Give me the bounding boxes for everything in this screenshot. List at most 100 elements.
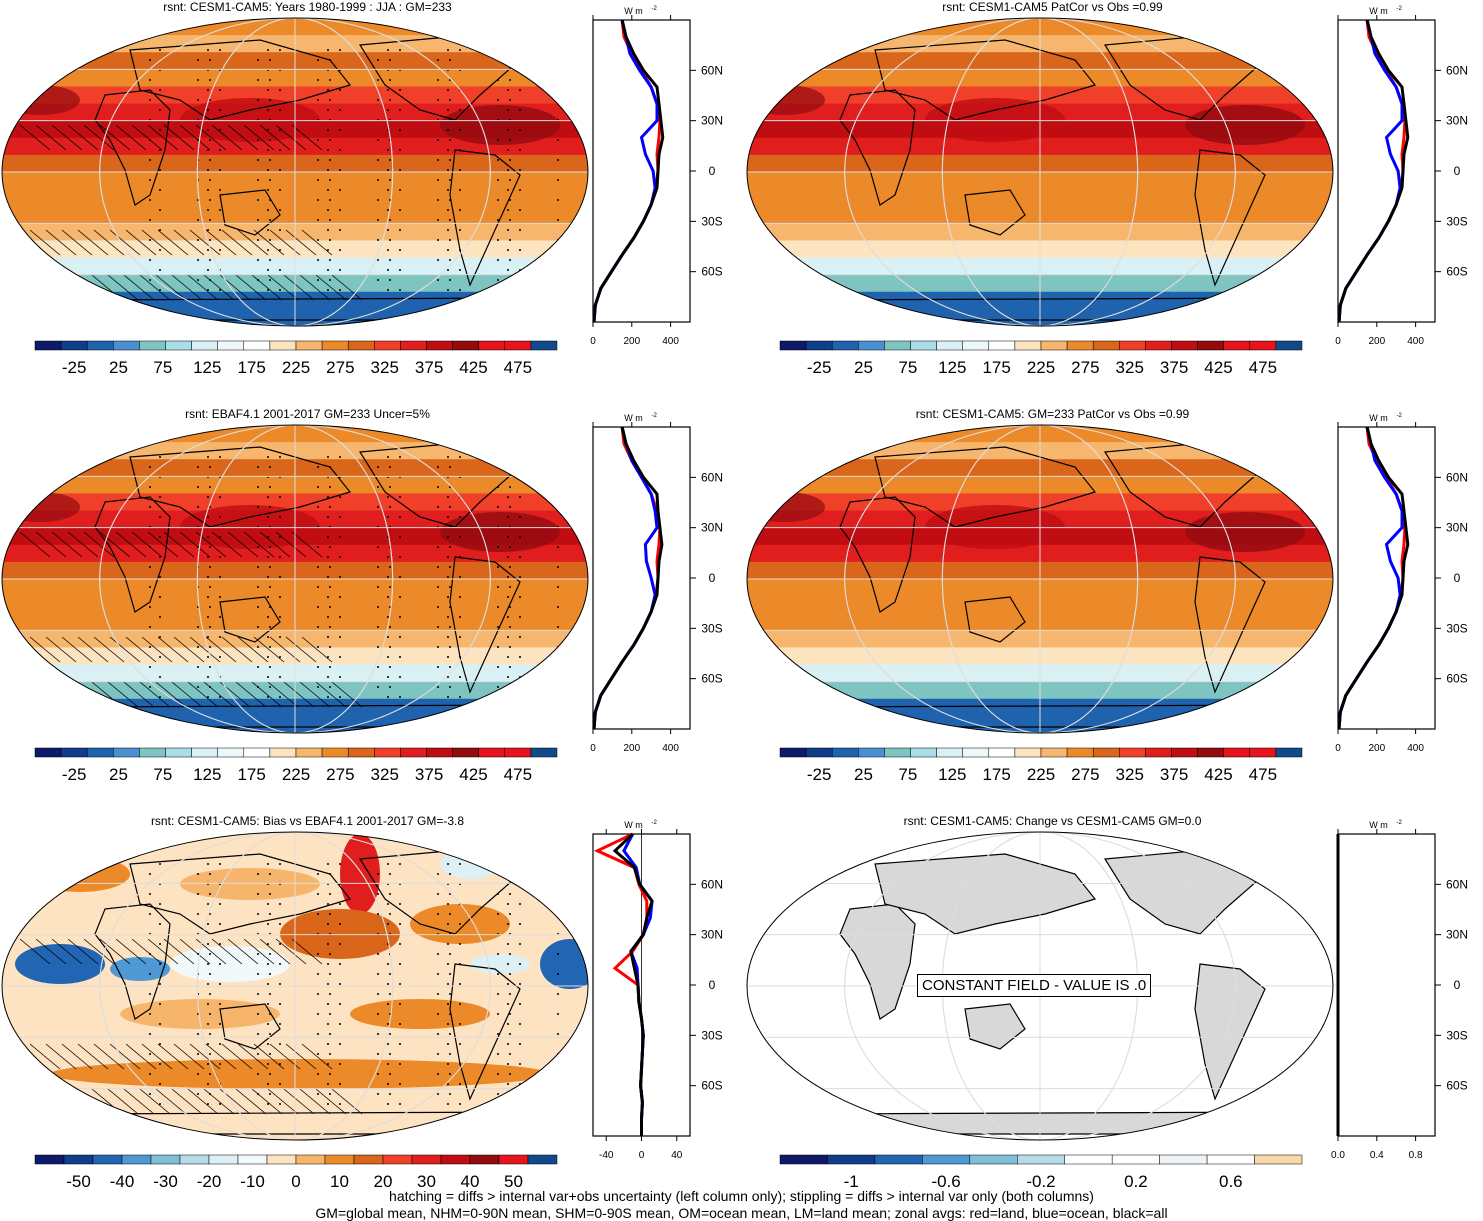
stipple-dot (557, 279, 559, 281)
stipple-dot (269, 546, 271, 548)
stipple-dot (329, 586, 331, 588)
stipple-dot (279, 983, 281, 985)
colorbar-swatch (1040, 340, 1068, 351)
stipple-dot (219, 249, 221, 251)
stipple-dot (279, 1103, 281, 1105)
map-band (2, 570, 588, 580)
map-band (2, 223, 588, 233)
stipple-dot (339, 863, 341, 865)
zonal-x-label: 400 (662, 743, 679, 754)
stipple-dot (399, 1063, 401, 1065)
stipple-dot (209, 259, 211, 261)
colorbar-swatch (1275, 747, 1303, 758)
stipple-dot (329, 993, 331, 995)
stipple-dot (209, 1073, 211, 1075)
colorbar-swatch (831, 747, 859, 758)
stipple-dot (207, 516, 209, 518)
stipple-dot (207, 109, 209, 111)
zonal-x-label: 0 (1335, 336, 1341, 347)
stipple-dot (447, 1063, 449, 1065)
stipple-dot (267, 269, 269, 271)
hatch-line (93, 1043, 125, 1070)
map-blob (747, 85, 825, 115)
stipple-dot (279, 616, 281, 618)
stipple-dot (449, 1073, 451, 1075)
stipple-dot (279, 456, 281, 458)
stipple-dot (389, 1033, 391, 1035)
stipple-dot (159, 536, 161, 538)
stipple-dot (377, 666, 379, 668)
colorbar-label: 175 (237, 765, 265, 784)
stipple-dot (159, 189, 161, 191)
stipple-dot (557, 686, 559, 688)
stipple-dot (159, 229, 161, 231)
panel-title: rsnt: CESM1-CAM5: GM=233 PatCor vs Obs =… (915, 407, 1190, 421)
stipple-dot (437, 566, 439, 568)
colorbar-swatch (208, 1154, 239, 1165)
stipple-dot (267, 596, 269, 598)
stipple-dot (399, 576, 401, 578)
continent-outline (94, 903, 171, 1020)
stipple-dot (557, 1033, 559, 1035)
stipple-dot (387, 676, 389, 678)
panel-cesm-mean: rsnt: CESM1-CAM5: Years 1980-1999 : JJA … (0, 0, 740, 405)
map-band (747, 587, 1333, 597)
map-band (747, 442, 1333, 452)
stipple-dot (317, 606, 319, 608)
stipple-dot (339, 149, 341, 151)
stipple-dot (449, 606, 451, 608)
stipple-dot (389, 279, 391, 281)
stipple-dot (279, 1003, 281, 1005)
colorbar: -25 25 75 125 175 225 275 325 375 425 475 (779, 340, 1303, 377)
stipple-dot (509, 1093, 511, 1095)
stipple-dot (327, 49, 329, 51)
map-band (747, 630, 1333, 640)
colorbar-swatch (962, 747, 990, 758)
stipple-dot (497, 686, 499, 688)
stipple-dot (269, 973, 271, 975)
stipple-dot (279, 963, 281, 965)
stipple-dot (207, 149, 209, 151)
stipple-dot (437, 646, 439, 648)
stipple-dot (339, 49, 341, 51)
stipple-dot (389, 1053, 391, 1055)
stipple-dot (459, 149, 461, 151)
stipple-dot (519, 476, 521, 478)
stipple-dot (317, 159, 319, 161)
hatch-line (203, 681, 235, 708)
map-band (747, 86, 1333, 96)
stipple-dot (269, 993, 271, 995)
stipple-dot (329, 893, 331, 895)
panel-ebaf-mean: rsnt: EBAF4.1 2001-2017 GM=233 Uncer=5% … (0, 407, 740, 812)
stipple-dot (387, 49, 389, 51)
stipple-dot (317, 1073, 319, 1075)
stipple-dot (519, 883, 521, 885)
stipple-dot (437, 1093, 439, 1095)
stipple-dot (159, 496, 161, 498)
hatch-line (235, 681, 267, 708)
stipple-dot (159, 1103, 161, 1105)
stipple-dot (207, 923, 209, 925)
stipple-dot (399, 169, 401, 171)
zonal-x-label: 0 (590, 743, 596, 754)
stipple-dot (437, 1013, 439, 1015)
stipple-dot (509, 686, 511, 688)
stipple-dot (387, 636, 389, 638)
stipple-dot (279, 1063, 281, 1065)
hatch-line (155, 1088, 187, 1115)
stipple-dot (317, 1033, 319, 1035)
stipple-dot (257, 486, 259, 488)
stipple-dot (447, 1103, 449, 1105)
stipple-dot (389, 566, 391, 568)
stipple-dot (459, 229, 461, 231)
hatch-line (251, 1088, 283, 1115)
stipple-dot (449, 466, 451, 468)
colorbar-swatch (1171, 340, 1198, 351)
stipple-dot (267, 556, 269, 558)
colorbar-swatch (1197, 340, 1224, 351)
stipple-dot (269, 1013, 271, 1015)
stipple-dot (497, 913, 499, 915)
panel-graphics: -25 25 75 125 175 225 275 325 375 425 475 W m -2 60N 3… (746, 6, 1468, 377)
stipple-dot (197, 953, 199, 955)
stipple-dot (507, 189, 509, 191)
